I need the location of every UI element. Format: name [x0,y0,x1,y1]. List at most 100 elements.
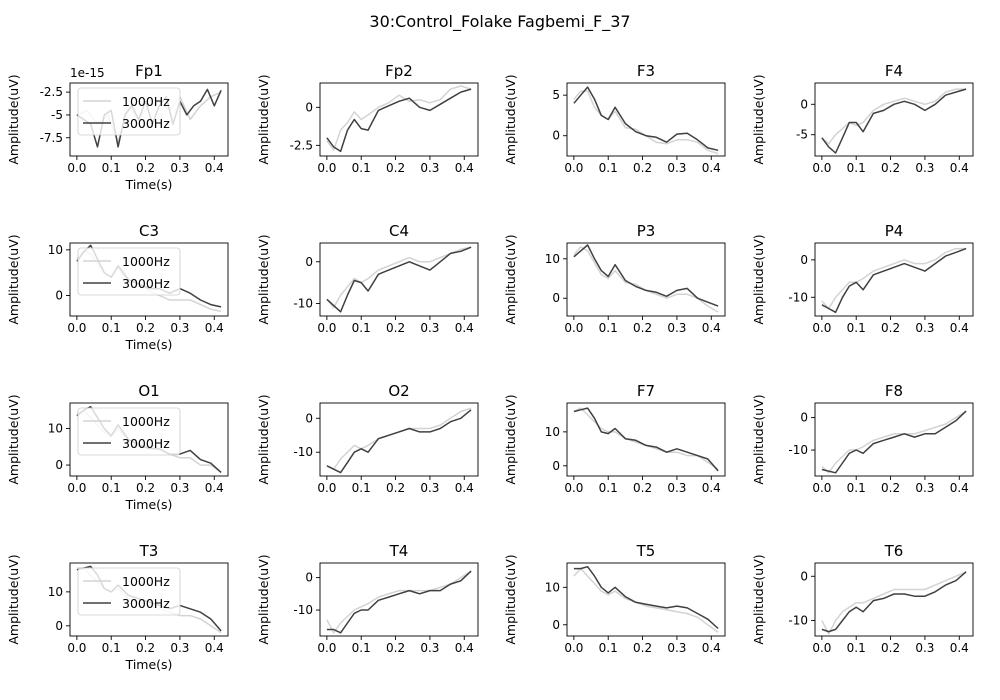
y-tick-label: 10 [48,422,63,436]
y-tick-label: 0 [305,411,313,425]
y-tick-label: 0 [552,618,560,632]
x-tick-label: 0.1 [847,321,866,335]
y-tick-label: 0 [800,411,808,425]
x-tick-label: 0.1 [352,481,371,495]
x-tick-label: 0.0 [67,161,86,175]
subplot-f3: F3 0.0 0.1 0.2 0.3 0.4 5 0 Amplitude(uV) [503,62,726,175]
x-tick-label: 0.1 [352,641,371,655]
axes-frame [69,82,229,157]
y-axis-label: Amplitude(uV) [6,74,21,164]
subplot-f4: F4 0.0 0.1 0.2 0.3 0.4 0 -5 Amplitude(uV) [751,62,974,175]
x-tick-label: 0.4 [205,161,224,175]
x-tick-label: 0.0 [812,321,831,335]
subplot-title: F4 [885,62,903,80]
series-line-1000Hz [326,246,472,309]
x-tick-label: 0.4 [702,481,721,495]
x-tick-label: 0.0 [812,641,831,655]
subplot-title: T3 [139,542,159,560]
series-line-1000Hz [821,571,967,635]
axes-frame [566,562,726,637]
subplot-t3: T3 0.0 0.1 0.2 0.3 0.4 10 0 Amplitude(uV) Time(s)… [6,542,229,672]
subplot-c3: C3 0.0 0.1 0.2 0.3 0.4 10 0 Amplitude(uV) Time(s)… [6,222,229,352]
series-line-3000Hz [573,86,719,152]
subplot-p4: P4 0.0 0.1 0.2 0.3 0.4 0 -10 Amplitude(uV) [751,222,974,335]
legend: 1000Hz 3000Hz [77,87,181,136]
y-tick-label: 10 [545,425,560,439]
x-tick-label: 0.4 [702,641,721,655]
y-axis-label: Amplitude(uV) [751,554,766,644]
legend-label: 3000Hz [122,596,170,611]
series-line-3000Hz [326,570,472,634]
series-line-3000Hz [573,565,719,630]
legend-label: 3000Hz [122,276,170,291]
y-tick-label: -10 [788,290,808,304]
legend: 1000Hz 3000Hz [77,247,181,296]
y-axis-label: Amplitude(uV) [503,554,518,644]
axes-frame [566,402,726,477]
y-tick-label: 0 [55,288,63,302]
y-tick-label: 10 [48,585,63,599]
y-axis-label: Amplitude(uV) [256,554,271,644]
x-tick-label: 0.0 [564,321,583,335]
y-tick-label: 0 [800,253,808,267]
x-tick-label: 0.4 [455,161,474,175]
y-axis-label: Amplitude(uV) [751,234,766,324]
y-axis-label: Amplitude(uV) [256,394,271,484]
x-tick-label: 0.0 [564,641,583,655]
y-tick-label: 0 [800,569,808,583]
x-tick-label: 0.1 [847,161,866,175]
subplot-title: Fp2 [385,62,413,80]
axis-offset-label: 1e-15 [70,66,105,80]
x-tick-label: 0.3 [667,161,686,175]
x-tick-label: 0.3 [420,161,439,175]
x-tick-label: 0.3 [667,641,686,655]
x-tick-label: 0.2 [633,161,652,175]
x-tick-label: 0.4 [455,481,474,495]
x-tick-label: 0.1 [352,161,371,175]
subplot-title: O1 [138,382,159,400]
y-tick-label: 0 [552,459,560,473]
x-tick-label: 0.3 [915,641,934,655]
x-tick-label: 0.1 [599,641,618,655]
x-tick-label: 0.1 [847,481,866,495]
subplot-f8: F8 0.0 0.1 0.2 0.3 0.4 0 -10 Amplitude(uV) [751,382,974,495]
x-tick-label: 0.0 [564,161,583,175]
x-axis-label: Time(s) [125,657,173,672]
series-line-3000Hz [573,407,719,472]
x-tick-label: 0.2 [881,481,900,495]
subplot-title: Fp1 [135,62,163,80]
x-tick-label: 0.2 [386,321,405,335]
series-line-1000Hz [573,246,719,313]
y-axis-label: Amplitude(uV) [503,234,518,324]
x-tick-label: 0.4 [702,161,721,175]
y-tick-label: 0 [800,97,808,111]
axes-frame [69,562,229,637]
y-axis-label: Amplitude(uV) [256,234,271,324]
subplot-p3: P3 0.0 0.1 0.2 0.3 0.4 10 0 Amplitude(uV) [503,222,726,335]
y-tick-label: -10 [293,296,313,310]
axes-frame [319,82,479,157]
series-line-1000Hz [821,410,967,474]
subplot-title: T6 [884,542,904,560]
x-tick-label: 0.4 [950,481,969,495]
y-axis-label: Amplitude(uV) [6,234,21,324]
x-tick-label: 0.4 [950,641,969,655]
series-line-1000Hz [821,88,967,145]
subplot-t4: T4 0.0 0.1 0.2 0.3 0.4 0 -10 Amplitude(uV) [256,542,479,655]
y-tick-label: 5 [552,88,560,102]
x-tick-label: 0.3 [915,321,934,335]
x-tick-label: 0.3 [420,641,439,655]
x-tick-label: 0.0 [317,161,336,175]
y-axis-label: Amplitude(uV) [256,74,271,164]
y-tick-label: -2.5 [40,85,63,99]
subplot-fp1: Fp1 0.0 0.1 0.2 0.3 0.4 -2.5 -5 -7.5 Amplitude(uV… [6,62,229,192]
x-tick-label: 0.3 [915,481,934,495]
axes-frame [319,242,479,317]
x-tick-label: 0.3 [170,321,189,335]
y-tick-label: -5 [796,128,808,142]
subplot-t5: T5 0.0 0.1 0.2 0.3 0.4 10 0 Amplitude(uV) [503,542,726,655]
series-line-3000Hz [573,244,719,307]
y-tick-label: -7.5 [40,131,63,145]
x-tick-label: 0.4 [950,161,969,175]
y-tick-label: -5 [51,108,63,122]
